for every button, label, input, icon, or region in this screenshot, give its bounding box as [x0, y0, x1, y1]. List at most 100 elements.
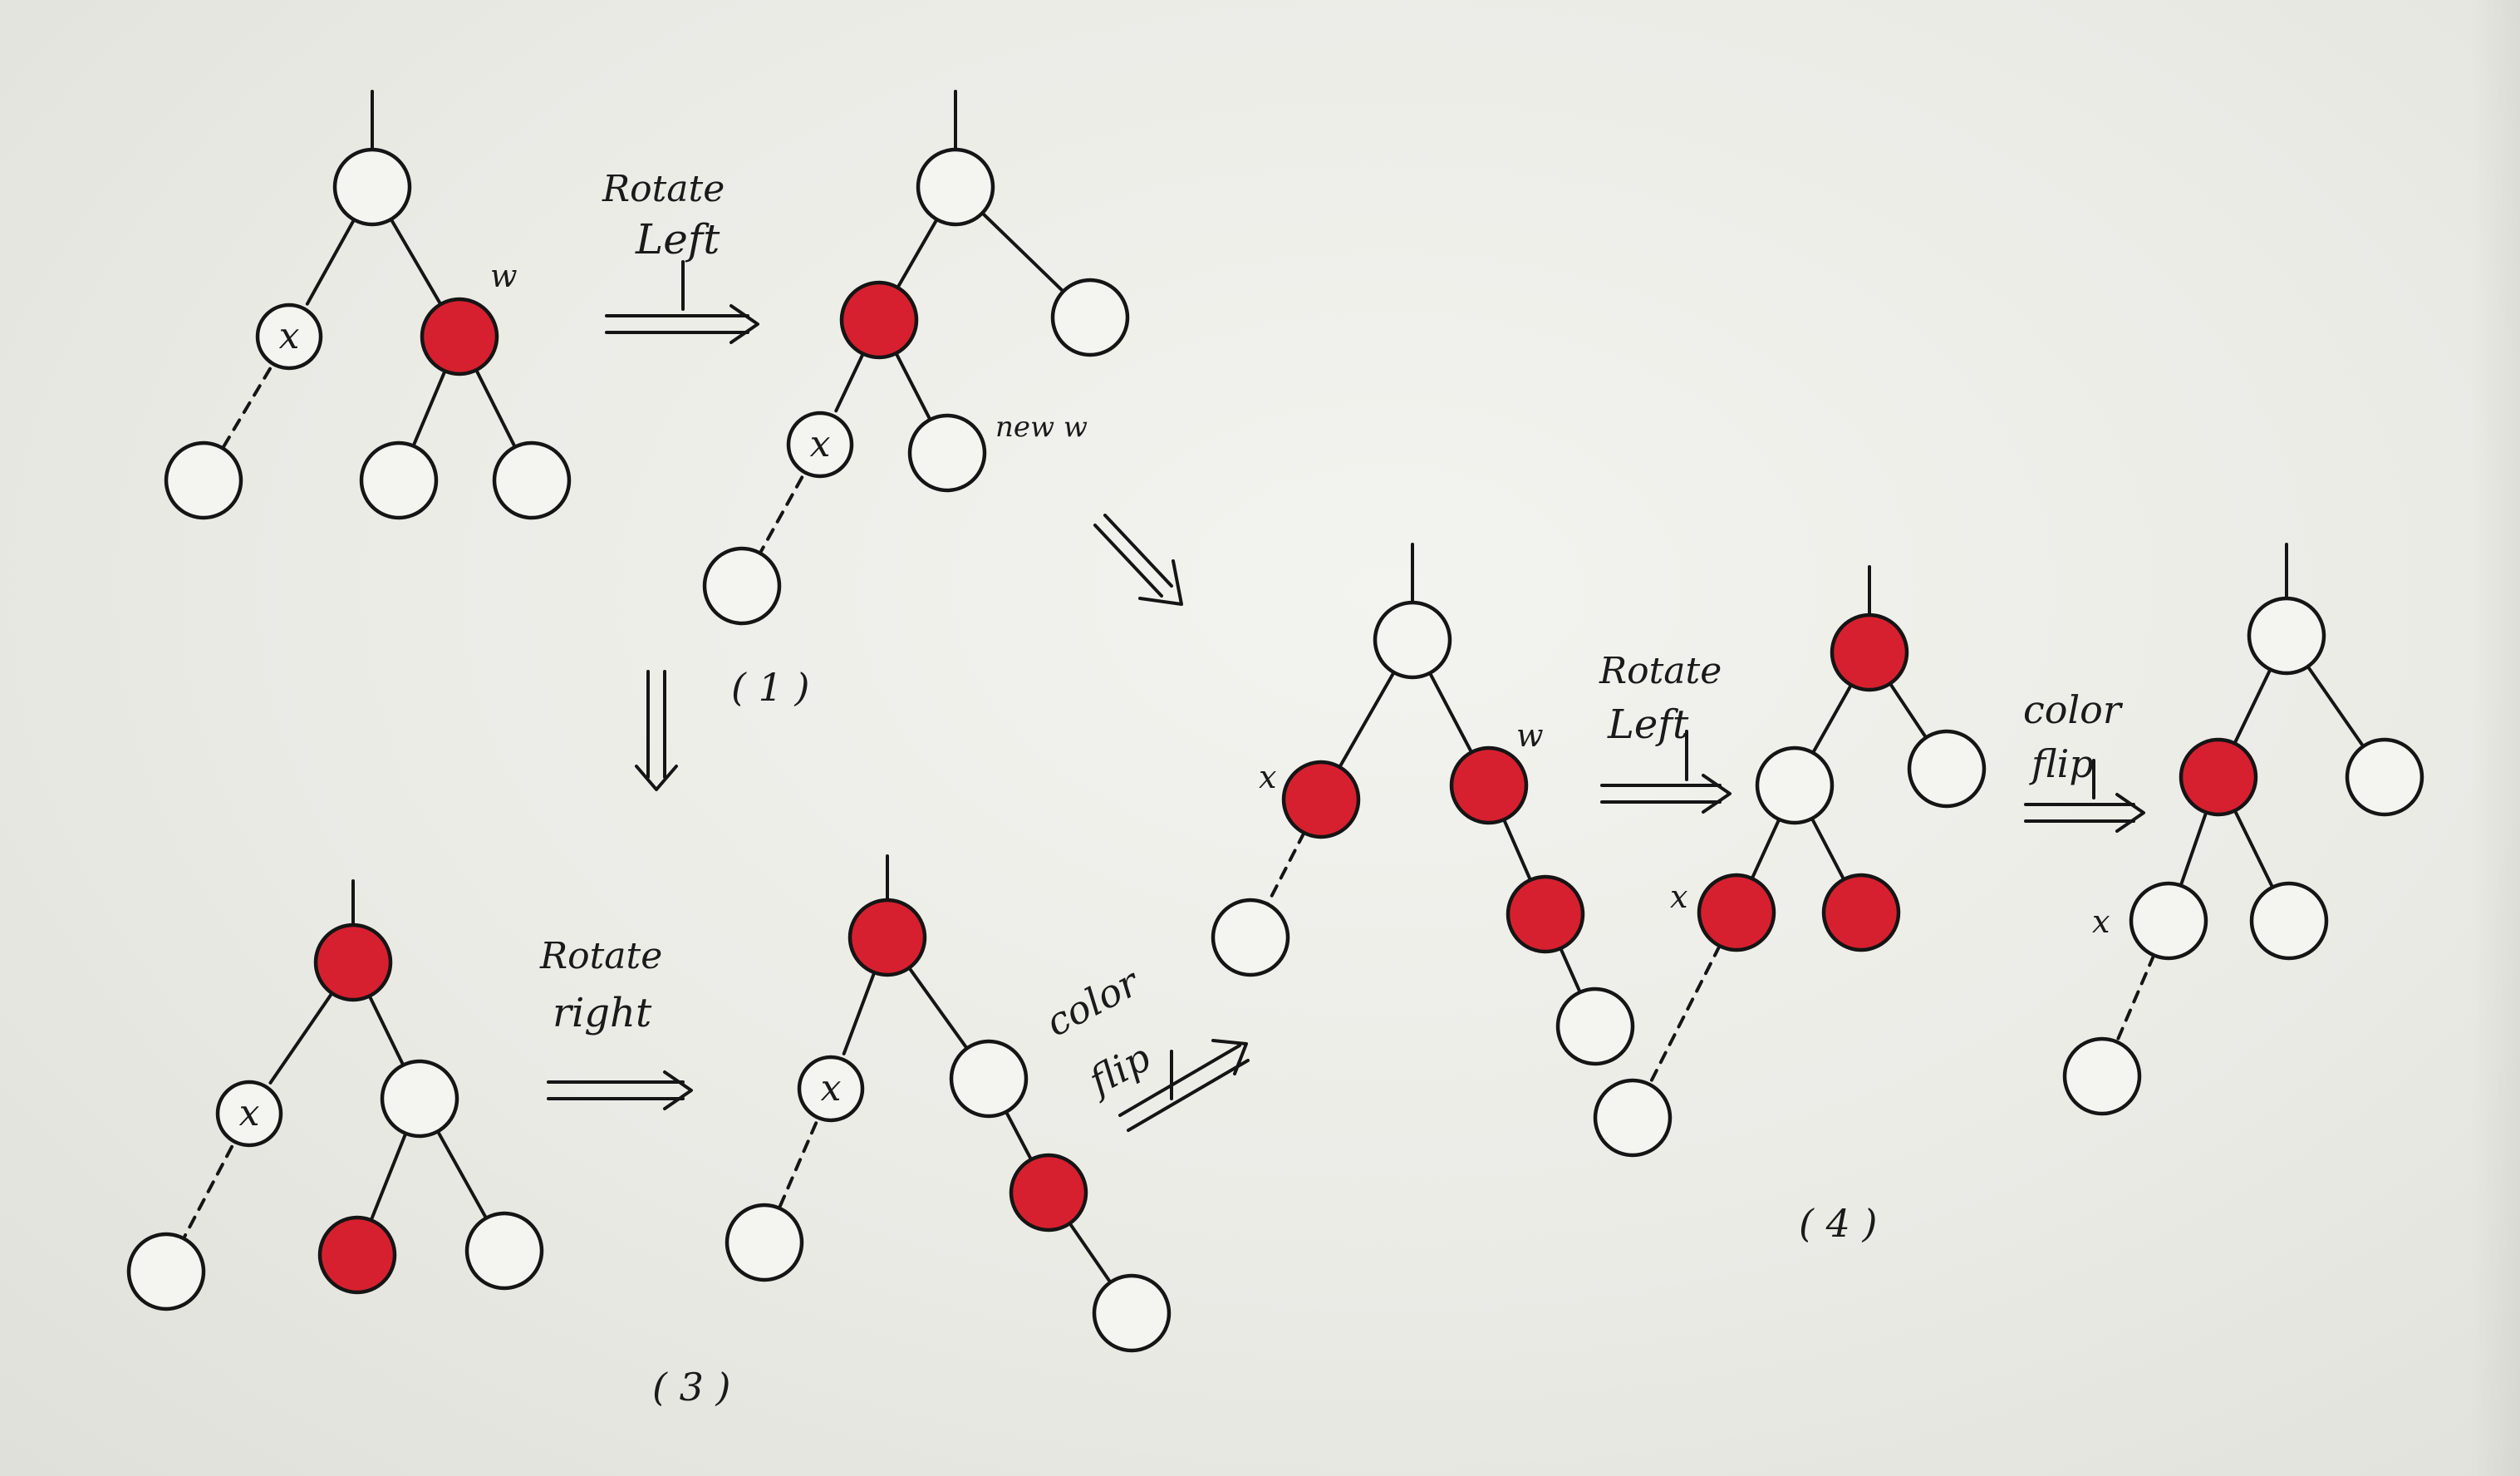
tree-t6-node-rr-black [1907, 729, 1987, 809]
step-label-4: ( 4 ) [1799, 1201, 1877, 1246]
tree-t4-node-b-black [949, 1039, 1029, 1119]
arrows-layer [547, 260, 2145, 1132]
label-color-4: color [2023, 687, 2124, 732]
label-flip-4: flip [2029, 741, 2094, 786]
tree-t2-node-r-red [839, 280, 919, 360]
tree-t7-node-xc-black [2062, 1036, 2142, 1116]
tree-t7-edge-r-rr [2306, 664, 2365, 749]
tree-t1-node-x-label: x [279, 315, 300, 357]
tree-t3-node-x-label: x [239, 1092, 260, 1134]
tree-t4-node-x-label: x [821, 1067, 842, 1109]
tree-t2-node-x-label: x [810, 423, 831, 465]
tree-t7-edge-m-x [2179, 810, 2208, 888]
label-left-1: Left [635, 215, 720, 263]
tree-t3-edge-r-b [367, 994, 405, 1067]
tree-t2-annotation-nw: new w [995, 411, 1088, 444]
arrow-color-flip-3 [1118, 1039, 1250, 1132]
tree-t3-node-x-black [215, 1080, 283, 1148]
tree-t6-node-m-black [1755, 745, 1835, 825]
tree-t1-node-a-black [332, 147, 412, 227]
tree-t1-edge-w-wr [474, 368, 517, 449]
tree-t2-node-xc-black [702, 546, 782, 626]
tree-t6 [1593, 613, 1987, 1158]
tree-t3-node-r-red [313, 922, 393, 1002]
tree-t2-edge-x-xc [758, 475, 804, 555]
arrow-rotate-left-1 [605, 260, 759, 344]
tree-t5-node-x-red [1281, 760, 1361, 839]
tree-t6-node-xc-black [1593, 1078, 1673, 1158]
label-flip-3: flip [1079, 1035, 1157, 1105]
tree-t7-edge-r-m [2233, 667, 2272, 745]
tree-t3-edge-b-bl [369, 1131, 408, 1223]
tree-t6-node-x-red [1697, 873, 1776, 952]
tree-t4-edge-r-x [842, 971, 877, 1055]
tree-t3-edge-b-br [435, 1129, 489, 1220]
tree-t3: x [126, 922, 544, 1311]
nodes-layer: x x x x [126, 147, 2424, 1353]
tree-t4: x [725, 898, 1172, 1353]
tree-t5-annotation-x: x [1259, 759, 1276, 795]
tree-t4-edge-c-d [1068, 1222, 1113, 1284]
tree-t5 [1211, 600, 1635, 1066]
tree-t7-node-rr-black [2345, 737, 2424, 817]
tree-t1-node-xc-black [164, 440, 243, 520]
tree-t7-annotation-x: x [2092, 903, 2110, 940]
tree-t2-edge-a-ar [980, 211, 1065, 293]
label-rotate-1: Rotate [602, 168, 725, 210]
tree-t2-edge-r-x [834, 352, 865, 413]
tree-t3-node-bl-red [317, 1215, 397, 1295]
tree-t1-edge-a-x [305, 218, 356, 306]
tree-t4-node-c-red [1009, 1153, 1088, 1232]
label-rotate-4: Rotate [1599, 650, 1722, 692]
tree-t6-edge-r-m [1811, 683, 1853, 755]
tree-t2-edge-r-nw [894, 352, 932, 421]
tree-t1-node-wl-black [359, 440, 439, 520]
tree-t6-edge-m-c [1810, 816, 1846, 882]
tree-t7-node-r-black [2247, 596, 2326, 676]
label-color-3: color [1039, 958, 1148, 1045]
tree-t7-edge-m-c [2233, 809, 2275, 889]
tree-t1-node-w-red [420, 297, 499, 376]
tree-t2-node-a-black [916, 147, 995, 227]
tree-t1-edge-a-w [389, 217, 443, 307]
tree-t4-node-xc-black [725, 1203, 804, 1282]
tree-t5-node-w-red [1449, 745, 1529, 825]
tree-t6-edge-x-xc [1648, 944, 1722, 1086]
arrow-rotate-left-4 [1600, 730, 1732, 814]
tree-t7-node-x-black [2129, 881, 2208, 961]
tree-t1: x [164, 147, 572, 520]
page-edge-shadow [2470, 0, 2520, 1476]
tree-t4-node-r-red [847, 898, 927, 977]
tree-t4-edge-b-c [1004, 1109, 1034, 1162]
tree-t2-node-ar-black [1050, 278, 1130, 357]
tree-t5-edge-a-w [1427, 671, 1474, 755]
step-label-1: ( 1 ) [731, 665, 809, 710]
tree-t3-edge-r-x [268, 991, 334, 1085]
tree-t2-node-x-black [786, 411, 854, 479]
label-left-4: Left [1607, 701, 1689, 748]
tree-t1-node-x-black [255, 303, 323, 371]
tree-t6-edge-m-x [1750, 817, 1781, 881]
tree-t5-edge-c-d [1559, 947, 1582, 994]
tree-t1-annotation-w: w [490, 258, 518, 294]
arrow-rotate-right-3 [547, 1070, 693, 1110]
tree-t7 [2062, 596, 2424, 1116]
text-layer: Rotate Left Rotate right color flip Rota… [490, 168, 2124, 1410]
tree-t6-annotation-x: x [1670, 878, 1687, 915]
tree-t5-node-c-red [1506, 874, 1585, 954]
tree-t7-node-c-black [2249, 881, 2329, 961]
tree-t6-edge-r-rr [1888, 681, 1928, 740]
label-right-3: right [553, 990, 652, 1036]
tree-t5-edge-x-xc [1265, 831, 1306, 906]
tree-t2-node-nw-black [907, 413, 987, 493]
tree-t7-edge-x-xc [2115, 953, 2156, 1044]
tree-t4-node-d-black [1092, 1273, 1172, 1353]
tree-t5-annotation-w: w [1516, 717, 1544, 754]
tree-t3-edge-x-xc [181, 1144, 234, 1241]
label-rotate-3: Rotate [539, 935, 662, 977]
arrow-color-flip-4 [2024, 759, 2145, 833]
tree-t3-node-br-black [464, 1211, 544, 1291]
tree-t3-node-xc-black [126, 1232, 206, 1311]
